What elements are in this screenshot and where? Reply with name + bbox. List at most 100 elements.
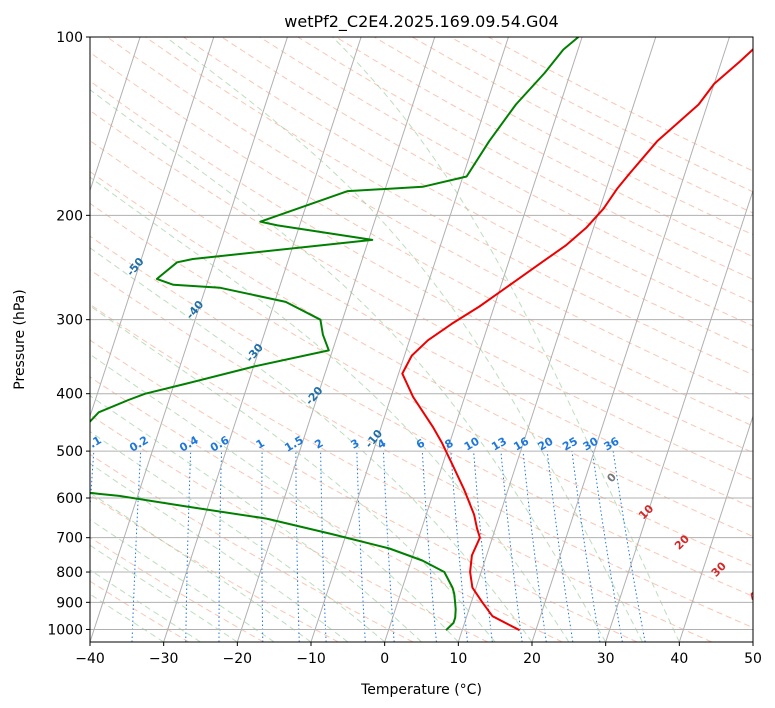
mixing-ratio-line	[473, 451, 493, 642]
y-tick-label: 600	[56, 491, 83, 507]
mixing-ratio-line	[421, 451, 437, 642]
moist-adiabat-line	[90, 430, 386, 642]
y-tick-label: 800	[56, 565, 83, 581]
isotherm-label: -40	[184, 298, 207, 322]
y-tick-label: 200	[56, 208, 83, 224]
moist-adiabat-line	[90, 89, 607, 642]
dewpoint-profile	[90, 37, 580, 631]
x-tick-label: 40	[670, 651, 688, 667]
dry-adiabat-line	[90, 580, 190, 642]
dry-adiabat-line	[259, 37, 753, 303]
moist-adiabat-line	[90, 395, 422, 642]
x-tick-label: −40	[75, 651, 105, 667]
dry-adiabat-line	[90, 140, 753, 509]
x-tick-label: 20	[523, 651, 541, 667]
dry-adiabat-line	[90, 269, 753, 629]
isotherm-label: -30	[243, 341, 266, 365]
y-tick-label: 1000	[47, 622, 83, 638]
dry-adiabat-line	[90, 339, 638, 642]
dry-adiabat-line	[90, 235, 753, 597]
moist-adiabat-line	[90, 353, 459, 642]
isotherm-line	[90, 37, 288, 642]
dry-adiabat-line	[297, 37, 753, 280]
y-axis-label: Pressure (hPa)	[12, 289, 28, 389]
isotherm-line	[605, 188, 753, 642]
isotherm-line	[90, 37, 215, 418]
mixing-ratio-line	[261, 451, 264, 642]
moist-adiabat-line	[165, 37, 643, 642]
isotherm-line	[531, 37, 730, 642]
isotherm-line	[310, 37, 509, 642]
y-tick-label: 100	[56, 30, 83, 46]
mixing-ratio-line	[546, 451, 574, 642]
y-tick-label: 500	[56, 444, 83, 460]
dry-adiabat-line	[488, 37, 753, 172]
y-tick-label: 700	[56, 531, 83, 547]
mixing-ratio-line	[185, 451, 192, 642]
moist-adiabat-line	[90, 463, 349, 642]
y-tick-label: 300	[56, 313, 83, 329]
isotherm-line	[0, 37, 66, 642]
y-tick-label: 900	[56, 595, 83, 611]
temperature-profile	[401, 47, 753, 632]
dry-adiabat-line	[90, 494, 339, 642]
isotherm-line	[384, 37, 583, 642]
dry-adiabat-label: 20	[672, 532, 692, 552]
x-axis-label: Temperature (°C)	[360, 682, 482, 698]
dry-adiabat-line	[106, 37, 753, 401]
x-tick-label: 10	[449, 651, 467, 667]
dry-adiabat-line	[90, 202, 753, 567]
isotherm-line	[752, 640, 753, 642]
dry-adiabat-label: 30	[709, 559, 729, 579]
isotherm-line	[457, 37, 657, 642]
dry-adiabat-label: 10	[636, 502, 656, 522]
plot-frame	[89, 36, 754, 643]
moist-adiabat-line	[90, 305, 496, 642]
dry-adiabat-line	[183, 37, 753, 351]
x-tick-label: −10	[296, 651, 326, 667]
mixing-ratio-line	[295, 451, 300, 642]
dry-adiabat-line	[90, 303, 712, 642]
dry-adiabat-line	[90, 453, 414, 642]
dry-adiabat-line	[90, 51, 753, 427]
chart-title: wetPf2_C2E4.2025.169.09.54.G04	[284, 12, 558, 32]
y-tick-label: 400	[56, 387, 83, 403]
mixing-ratio-label: 1	[254, 437, 267, 452]
dry-adiabat-line	[90, 171, 753, 538]
mixing-ratio-label: 3	[349, 437, 362, 452]
moist-adiabat-line	[90, 492, 312, 642]
mixing-ratio-line	[320, 451, 327, 642]
dry-adiabat-line	[90, 80, 753, 454]
mixing-ratio-line	[218, 451, 222, 642]
dry-adiabat-line	[90, 376, 563, 642]
mixing-ratio-line	[522, 451, 547, 642]
isotherm-line	[236, 37, 436, 642]
moist-adiabat-line	[90, 544, 238, 642]
moist-adiabat-line	[90, 176, 570, 642]
isotherm-line	[678, 414, 753, 642]
x-tick-label: 50	[744, 651, 762, 667]
mixing-ratio-line	[450, 451, 468, 642]
x-tick-label: 0	[380, 651, 389, 667]
dry-adiabat-line	[145, 37, 753, 376]
dry-adiabat-label: 40	[747, 584, 767, 604]
x-tick-label: 30	[597, 651, 615, 667]
mixing-ratio-line	[500, 451, 523, 642]
isotherm-label: -50	[124, 255, 147, 279]
x-tick-label: −20	[223, 651, 253, 667]
dry-adiabat-line	[90, 109, 753, 481]
dry-adiabat-line	[90, 536, 264, 642]
moist-adiabat-line	[90, 519, 275, 642]
isotherm-label: -20	[303, 384, 326, 408]
dry-adiabat-line	[373, 37, 753, 236]
isotherm-label: -70	[5, 169, 28, 193]
mixing-ratio-line	[131, 451, 142, 642]
dry-adiabat-line	[90, 414, 488, 642]
moist-adiabat-line	[90, 569, 201, 642]
x-tick-label: −30	[149, 651, 179, 667]
isotherm-line	[90, 37, 141, 193]
moist-adiabat-line	[332, 37, 680, 642]
isotherm-line	[163, 37, 362, 642]
mixing-ratio-line	[571, 451, 601, 642]
